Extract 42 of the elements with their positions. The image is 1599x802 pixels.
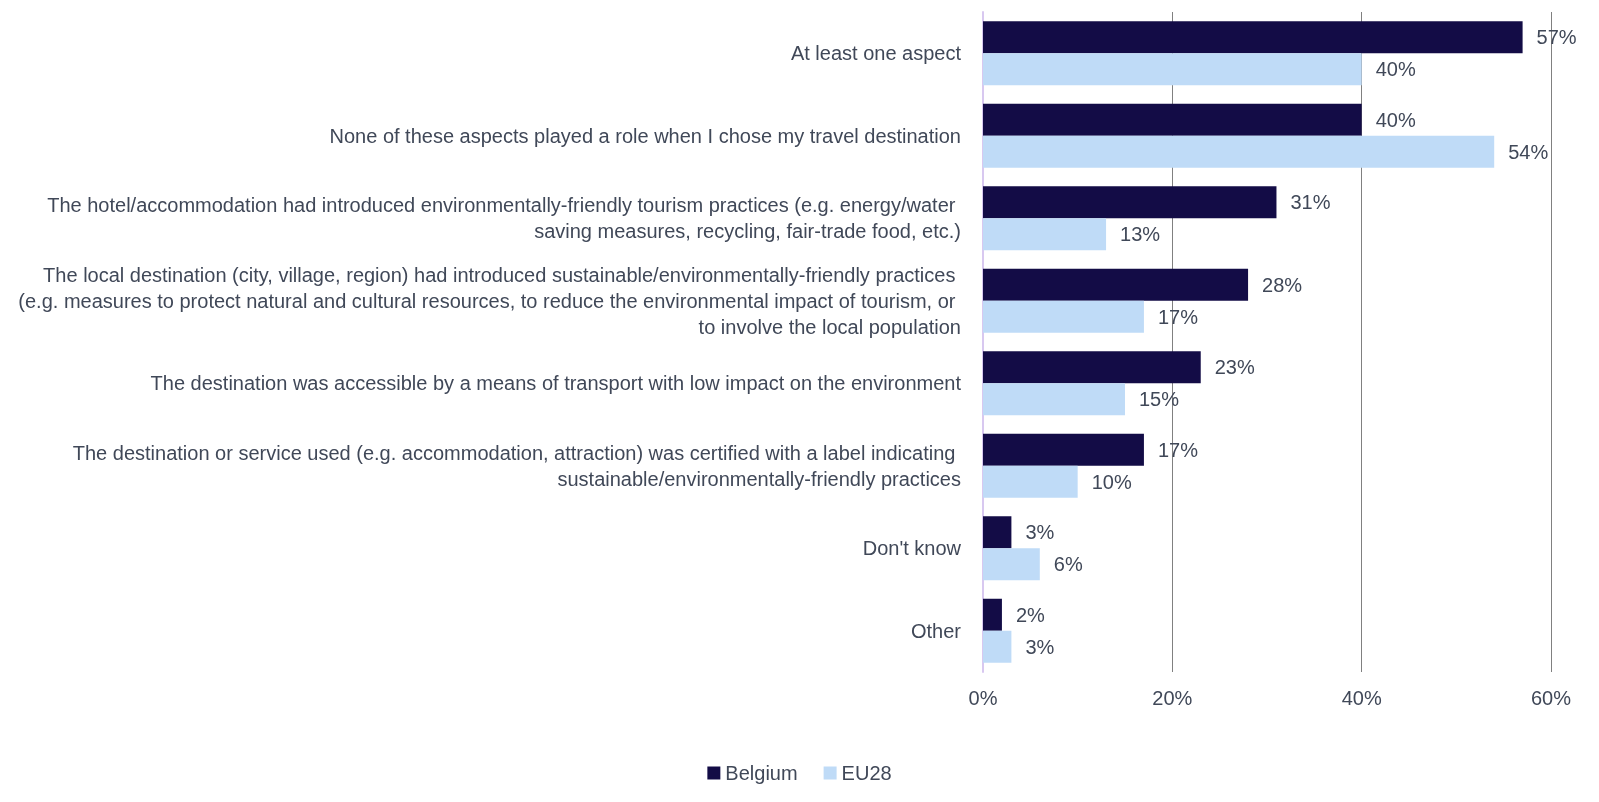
data-label: 3%: [1025, 635, 1055, 658]
y-tick-label: The local destination (city, village, region) had introduced sustainable/environmentally-friendly practices (e.g. measures to protect natural and cultural resources, to reduce the environmental impact of tourism, or to involve the local population: [18, 263, 961, 338]
bar: [983, 218, 1107, 251]
bar: [983, 598, 1002, 631]
bar: [983, 516, 1012, 549]
y-tick-label: The destination or service used (e.g. accommodation, attraction) was certified with a label indicating sustainable/environmentally-friendly practices: [72, 441, 961, 490]
y-tick-label: Other: [910, 619, 962, 642]
bar: [983, 300, 1144, 333]
data-label: 3%: [1025, 521, 1055, 544]
x-tick-label: 0%: [968, 687, 998, 709]
bar: [983, 186, 1277, 219]
y-tick-label: Don't know: [862, 537, 962, 560]
y-tick-label: The destination was accessible by a means of transport with low impact on the environment: [150, 372, 962, 395]
data-label: 40%: [1375, 108, 1416, 131]
bar: [983, 548, 1040, 581]
y-tick-label: The hotel/accommodation had introduced environmentally-friendly tourism practices (e.g. energy/water saving measures, recycling, fair-trade food, etc.): [47, 194, 961, 243]
legend-label: Belgium: [725, 762, 798, 784]
x-tick-label: 40%: [1341, 687, 1382, 709]
bar: [983, 103, 1362, 136]
x-tick-label: 60%: [1530, 687, 1572, 709]
bar: [983, 465, 1078, 498]
bar: [983, 433, 1144, 466]
data-label: 6%: [1053, 553, 1083, 576]
data-label: 23%: [1214, 356, 1255, 379]
bar: [983, 351, 1201, 384]
y-tick-label: None of these aspects played a role when I chose my travel destination: [329, 124, 961, 147]
legend-label: EU28: [841, 762, 892, 784]
data-label: 54%: [1508, 140, 1549, 163]
x-tick-label: 20%: [1152, 687, 1193, 709]
bar: [983, 135, 1495, 168]
bar: [983, 268, 1249, 301]
data-label: 28%: [1262, 273, 1303, 296]
bar: [983, 630, 1012, 663]
bar: [983, 21, 1523, 54]
data-label: 2%: [1015, 603, 1046, 626]
bar: [983, 383, 1125, 416]
y-tick-label: At least one aspect: [790, 42, 962, 65]
data-label: 13%: [1120, 223, 1161, 246]
bar: [983, 53, 1362, 86]
data-label: 10%: [1091, 470, 1132, 493]
data-label: 31%: [1290, 191, 1331, 214]
data-label: 40%: [1375, 58, 1416, 81]
